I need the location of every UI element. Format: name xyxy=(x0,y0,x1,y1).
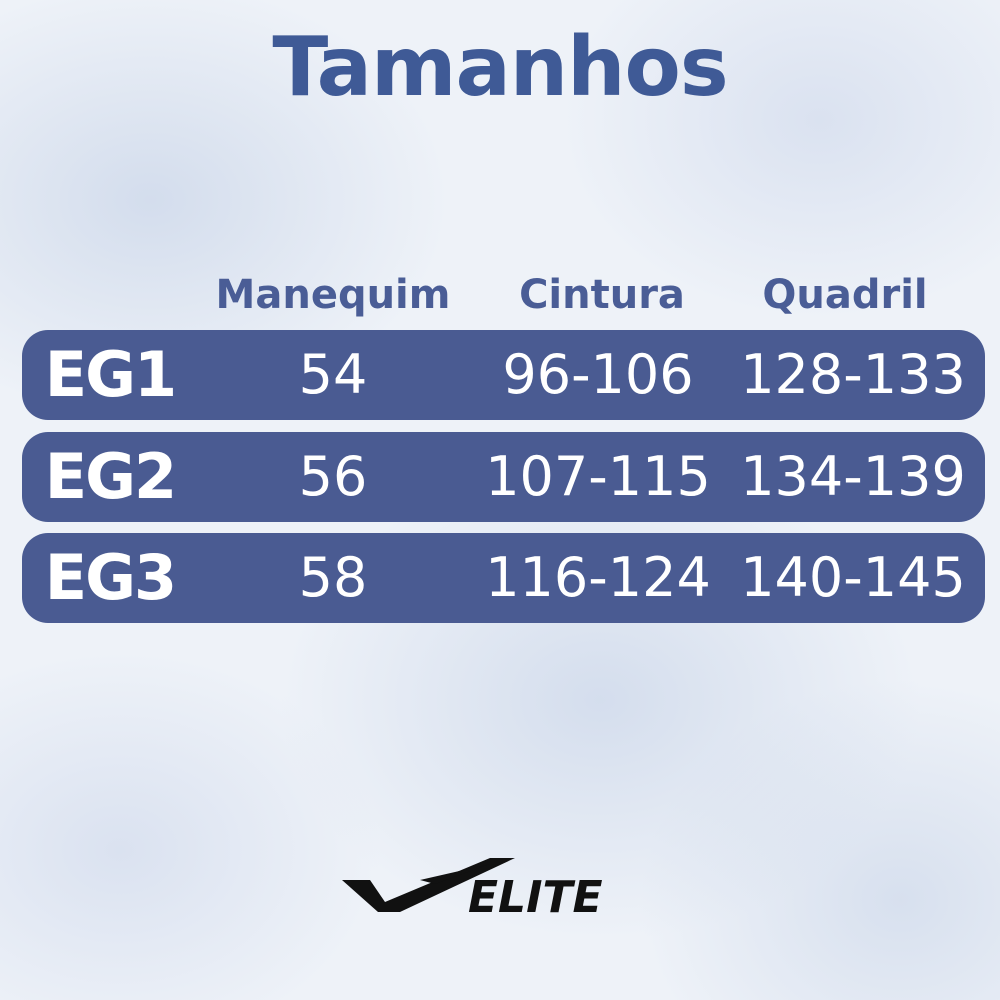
size-value: 128-133 xyxy=(740,343,966,406)
size-value: 107-115 xyxy=(485,445,711,508)
table-row: EG1 54 96-106 128-133 xyxy=(22,330,985,420)
logo: ELITE xyxy=(342,858,603,923)
column-header: Manequim xyxy=(215,272,451,318)
column-header: Cintura xyxy=(519,272,685,318)
size-value: 116-124 xyxy=(485,546,711,609)
size-label: EG1 xyxy=(44,338,177,411)
size-value: 56 xyxy=(298,445,368,508)
table-row: EG3 58 116-124 140-145 xyxy=(22,533,985,623)
table-row: EG2 56 107-115 134-139 xyxy=(22,432,985,522)
size-value: 140-145 xyxy=(740,546,966,609)
column-header: Quadril xyxy=(762,272,928,318)
size-value: 96-106 xyxy=(502,343,694,406)
logo-swoosh xyxy=(342,858,515,912)
size-value: 58 xyxy=(298,546,368,609)
size-value: 134-139 xyxy=(740,445,966,508)
size-value: 54 xyxy=(298,343,368,406)
size-label: EG2 xyxy=(44,440,177,513)
logo-stripe xyxy=(420,864,490,884)
logo-text: ELITE xyxy=(468,872,603,923)
size-label: EG3 xyxy=(44,541,177,614)
title: Tamanhos xyxy=(272,20,728,115)
